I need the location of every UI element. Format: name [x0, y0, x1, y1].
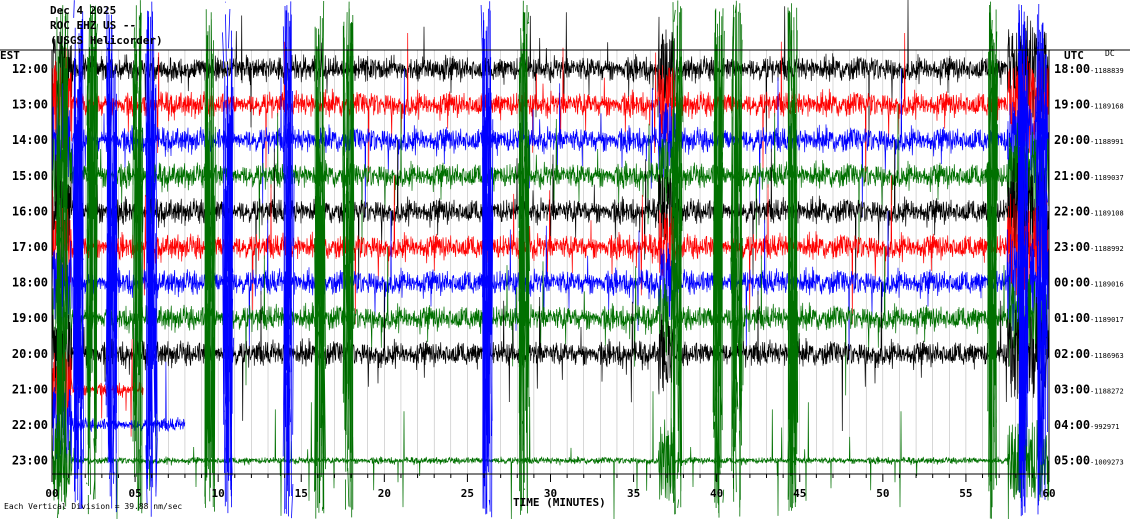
- x-tick-label: 60: [1042, 487, 1055, 500]
- burst-trace: [480, 1, 494, 518]
- est-label: 14:00: [12, 133, 48, 147]
- utc-label: 02:00: [1054, 347, 1090, 361]
- header-station: ROC EHZ US --: [50, 19, 137, 32]
- x-tick-label: 00: [45, 487, 58, 500]
- x-tick-label: 10: [212, 487, 225, 500]
- trace-row-1400: [51, 68, 1050, 218]
- x-tick-label: 45: [793, 487, 806, 500]
- x-tick-label: 25: [461, 487, 474, 500]
- dc-value: -1188992: [1090, 245, 1124, 253]
- utc-label: 23:00: [1054, 240, 1090, 254]
- dc-value: -1009273: [1090, 459, 1124, 467]
- burst-trace: [670, 0, 684, 515]
- est-label: 17:00: [12, 240, 48, 254]
- dc-value: -1186963: [1090, 352, 1124, 360]
- footer-note: Each Vertical Division = 39.88 nm/sec: [4, 502, 183, 511]
- burst-trace: [712, 8, 725, 518]
- trace-row-1800: [51, 210, 1050, 360]
- burst-trace: [56, 5, 69, 519]
- trace-row-1900: [51, 246, 1050, 396]
- burst-trace: [145, 1, 158, 517]
- x-tick-label: 15: [295, 487, 308, 500]
- dc-value: -1189017: [1090, 316, 1124, 324]
- dc-value: -1189168: [1090, 103, 1124, 111]
- utc-label: 05:00: [1054, 454, 1090, 468]
- x-tick-label: 50: [876, 487, 889, 500]
- utc-label: 20:00: [1054, 133, 1090, 147]
- burst-trace: [105, 7, 118, 513]
- header-date: Dec 4 2025: [50, 4, 117, 17]
- trace-row-2000: [51, 282, 1050, 432]
- x-tick-label: 30: [544, 487, 557, 500]
- burst-trace: [204, 9, 216, 512]
- dc-value: -1189037: [1090, 174, 1124, 182]
- est-label: 13:00: [12, 98, 48, 112]
- x-tick-label: 55: [959, 487, 972, 500]
- est-label: 19:00: [12, 311, 48, 325]
- trace-row-2300: [51, 391, 1050, 519]
- dc-value: -1189016: [1090, 281, 1124, 289]
- trace-row-1600: [51, 139, 1050, 289]
- trace-row-1500: [51, 104, 1050, 254]
- burst-trace: [1035, 3, 1048, 515]
- est-label: 21:00: [12, 382, 48, 396]
- header-source: (USGS Helicorder): [50, 34, 163, 47]
- utc-label: 01:00: [1054, 311, 1090, 325]
- burst-trace: [1017, 4, 1029, 517]
- x-axis-label: TIME (MINUTES): [513, 496, 606, 509]
- trace-row-1300: [51, 32, 1050, 182]
- x-tick-label: 35: [627, 487, 640, 500]
- burst-trace: [342, 1, 355, 518]
- utc-label: 04:00: [1054, 418, 1090, 432]
- burst-trace: [72, 0, 84, 509]
- utc-label: 19:00: [1054, 98, 1090, 112]
- est-label: 15:00: [12, 169, 48, 183]
- est-label: 22:00: [12, 418, 48, 432]
- dc-value: -1188839: [1090, 67, 1124, 75]
- utc-label: 18:00: [1054, 62, 1090, 76]
- burst-trace: [730, 0, 743, 517]
- right-axis-label: UTC: [1064, 49, 1084, 62]
- est-label: 12:00: [12, 62, 48, 76]
- x-tick-label: 20: [378, 487, 391, 500]
- burst-trace: [986, 1, 999, 519]
- burst-trace: [85, 4, 99, 515]
- est-label: 23:00: [12, 454, 48, 468]
- x-tick-label: 40: [710, 487, 723, 500]
- est-label: 18:00: [12, 276, 48, 290]
- burst-trace: [314, 0, 326, 519]
- dc-label: DC: [1105, 49, 1115, 58]
- x-tick-label: 05: [128, 487, 141, 500]
- utc-label: 00:00: [1054, 276, 1090, 290]
- est-label: 16:00: [12, 204, 48, 218]
- left-axis-label: EST: [0, 49, 20, 62]
- burst-trace: [222, 1, 235, 514]
- burst-trace: [787, 3, 800, 511]
- dc-value: -992971: [1090, 423, 1120, 431]
- dc-value: -1189108: [1090, 209, 1124, 217]
- est-label: 20:00: [12, 347, 48, 361]
- dc-value: -1188272: [1090, 387, 1124, 395]
- burst-trace: [282, 1, 295, 519]
- burst-trace: [132, 0, 144, 514]
- utc-label: 03:00: [1054, 382, 1090, 396]
- dc-value: -1188991: [1090, 138, 1124, 146]
- utc-label: 21:00: [1054, 169, 1090, 183]
- burst-trace: [518, 0, 530, 515]
- trace-row-1200: [51, 0, 1050, 147]
- utc-label: 22:00: [1054, 204, 1090, 218]
- trace-row-1700: [51, 175, 1050, 325]
